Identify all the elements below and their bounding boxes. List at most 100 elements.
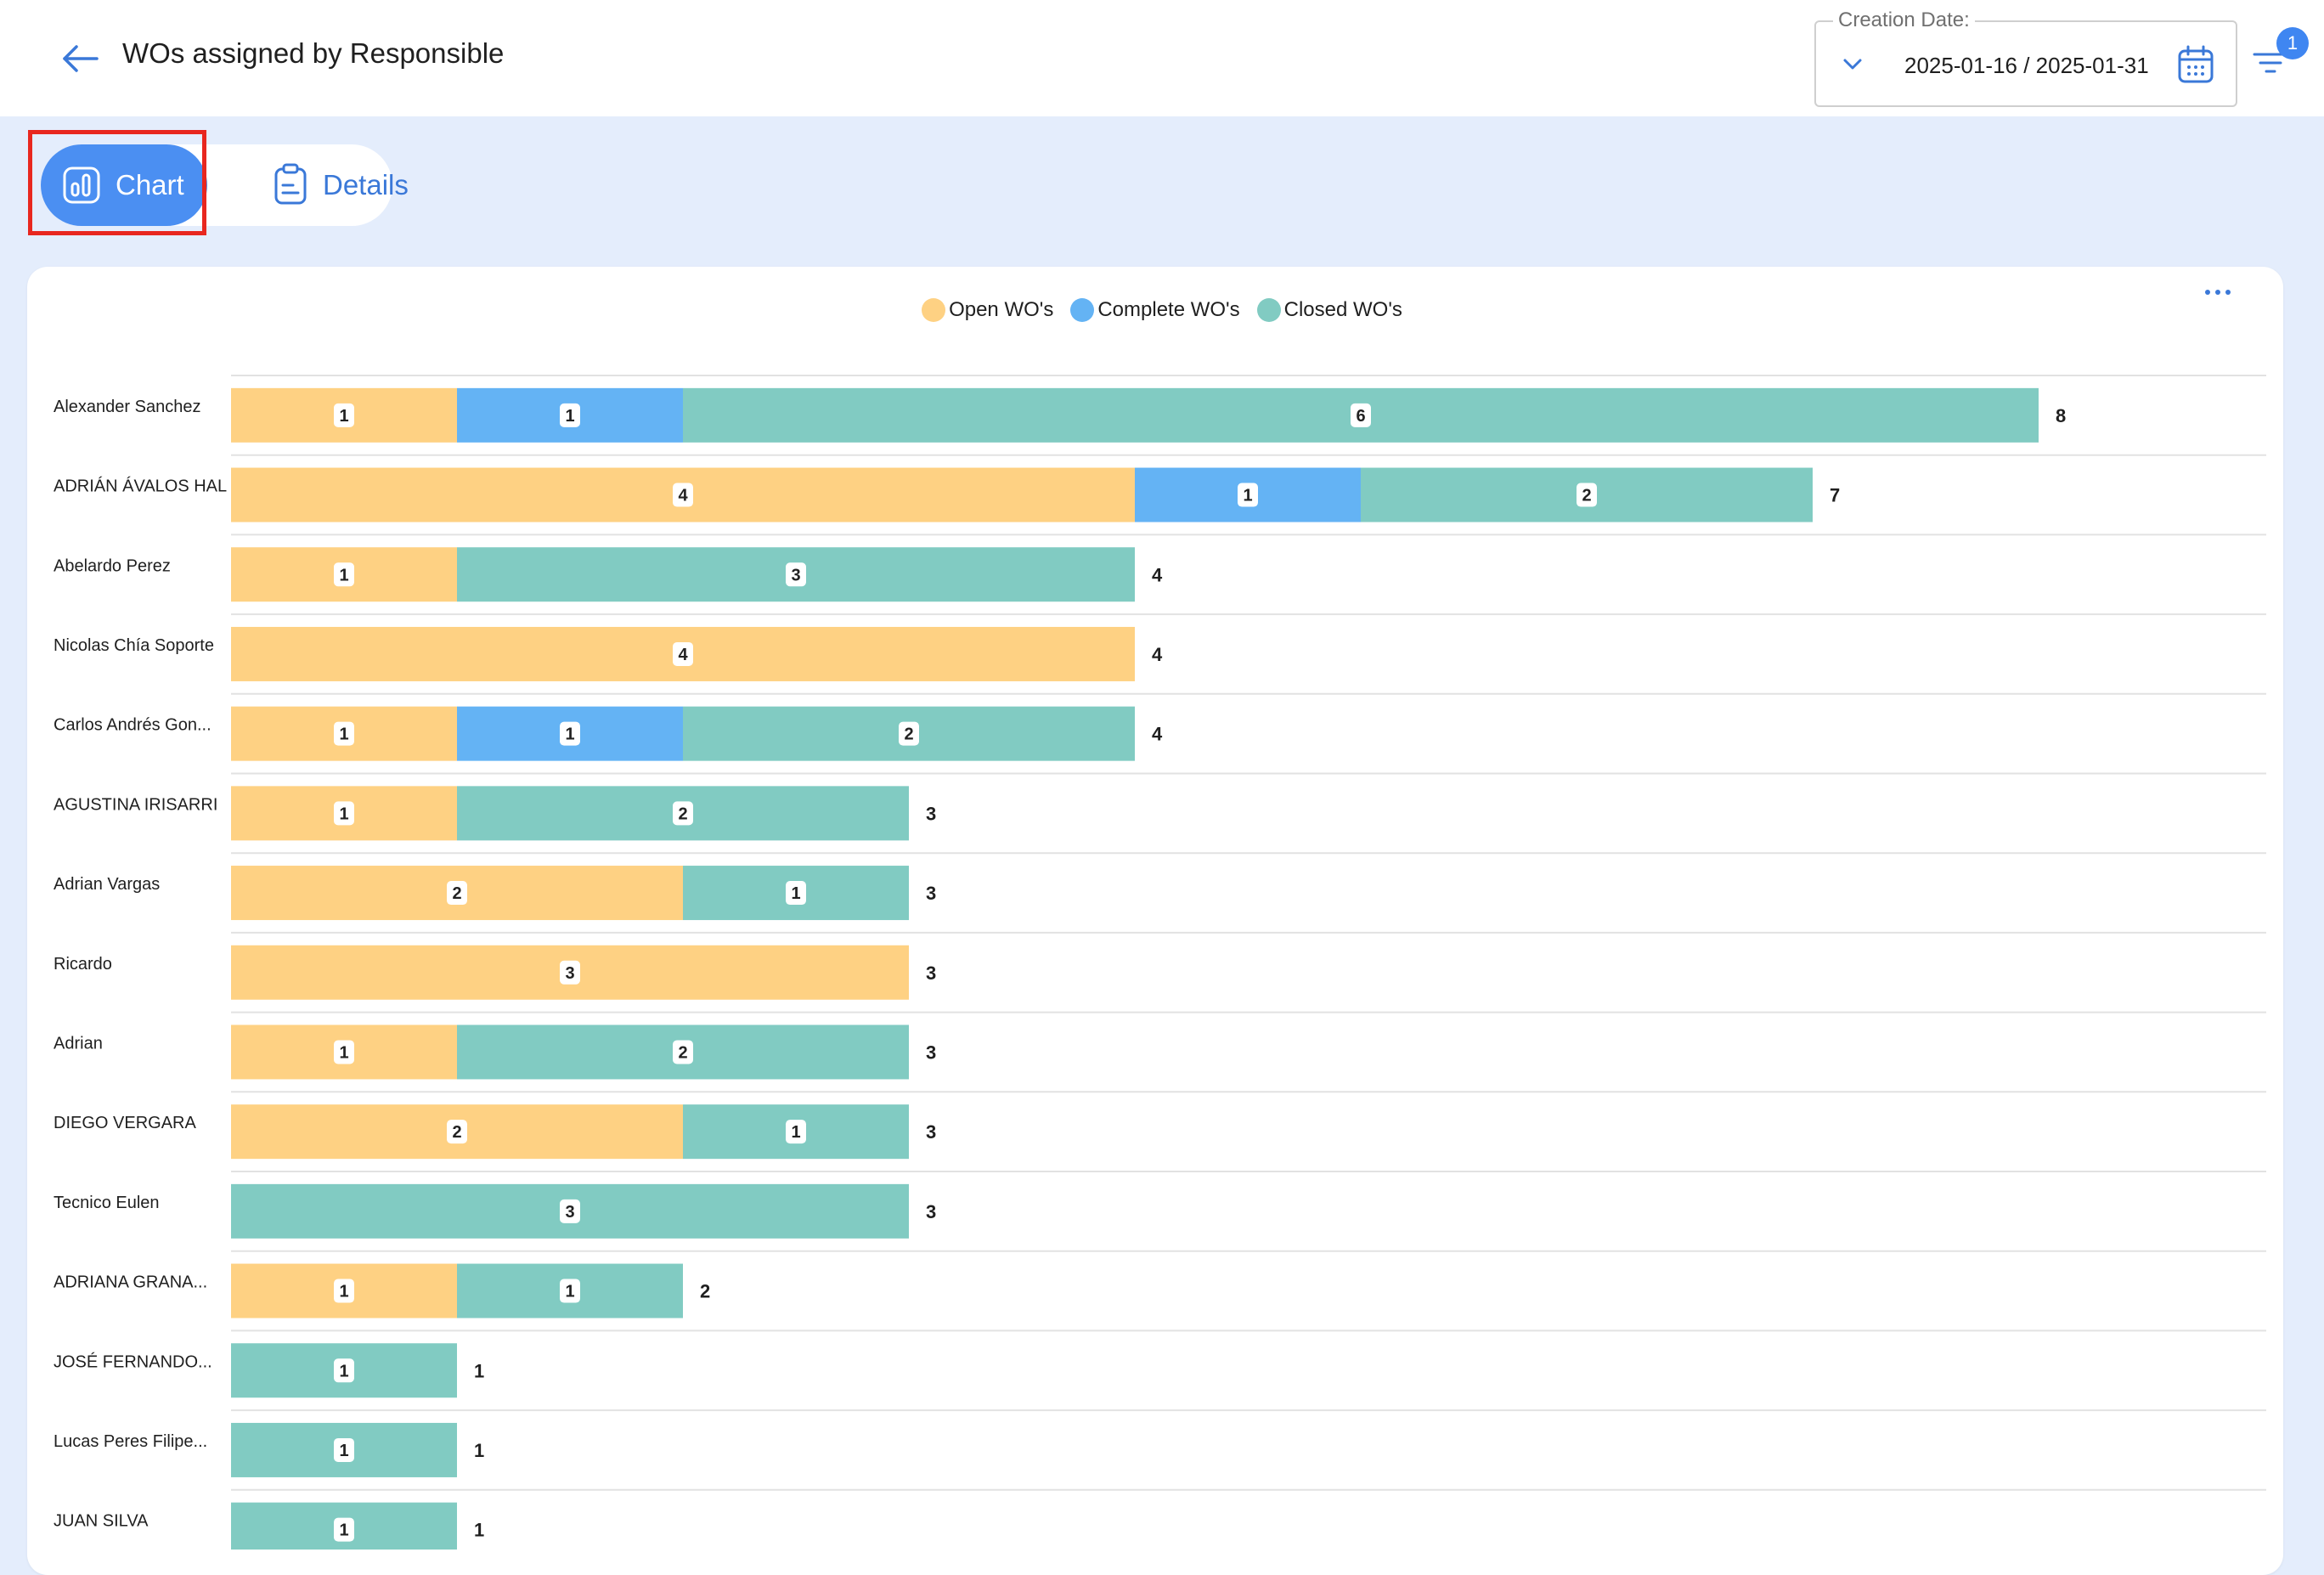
total-label: 1: [474, 1360, 484, 1381]
data-label-box: [334, 562, 354, 587]
data-label: 2: [904, 725, 913, 744]
legend-closed-label: Closed WO's: [1283, 298, 1402, 321]
data-label-box: [334, 403, 354, 427]
data-label-box: [786, 881, 806, 906]
category-label: Abelardo Perez: [54, 556, 171, 575]
data-label-box: [673, 1040, 693, 1064]
legend-closed[interactable]: Closed WO's: [1256, 296, 1402, 325]
data-label: 2: [452, 1123, 461, 1142]
category-label: JOSÉ FERNANDO...: [54, 1352, 212, 1371]
category-label: Adrian: [54, 1034, 103, 1053]
data-label-box: [673, 641, 693, 666]
data-label: 1: [339, 1362, 348, 1380]
legend-open-dot: [922, 298, 946, 322]
data-label-box: [673, 483, 693, 507]
data-label-box: [334, 801, 354, 826]
data-label: 1: [339, 1442, 348, 1460]
data-label-box: [334, 1040, 354, 1064]
category-label: DIEGO VERGARA: [54, 1114, 196, 1132]
legend-complete-dot: [1070, 298, 1095, 322]
tab-details-label: Details: [323, 169, 409, 200]
data-label-box: [560, 960, 580, 985]
creation-date-label: Creation Date:: [1833, 8, 1975, 32]
data-label: 3: [791, 566, 800, 584]
data-label-box: [673, 801, 693, 826]
page-title: WOs assigned by Responsible: [122, 37, 505, 69]
total-label: 3: [926, 962, 936, 984]
data-label: 1: [339, 804, 348, 823]
data-label-box: [786, 1120, 806, 1144]
data-label: 1: [339, 1521, 348, 1540]
creation-date-field[interactable]: Creation Date: 2025-01-16 / 2025-01-31: [1814, 8, 2237, 107]
data-label: 4: [678, 646, 688, 664]
data-label: 2: [678, 1043, 687, 1062]
header-bar: WOs assigned by Responsible Creation Dat…: [0, 0, 2324, 116]
data-label: 1: [565, 1283, 574, 1301]
data-label: 4: [678, 487, 688, 505]
legend-complete[interactable]: Complete WO's: [1070, 296, 1240, 325]
tab-chart[interactable]: Chart: [41, 144, 207, 226]
data-label-box: [560, 403, 580, 427]
category-label: Lucas Peres Filipe...: [54, 1432, 207, 1451]
total-label: 3: [926, 883, 936, 904]
data-label: 3: [565, 1203, 574, 1222]
data-label: 1: [791, 884, 800, 903]
data-label-box: [334, 1437, 354, 1462]
legend-closed-dot: [1256, 298, 1281, 322]
category-label: Tecnico Eulen: [54, 1194, 160, 1212]
total-label: 3: [926, 1042, 936, 1063]
data-label: 1: [791, 1123, 800, 1142]
calendar-icon[interactable]: [2176, 44, 2215, 85]
data-label-box: [334, 1517, 354, 1542]
legend-complete-label: Complete WO's: [1097, 298, 1240, 321]
category-label: Alexander Sanchez: [54, 398, 200, 416]
legend-open[interactable]: Open WO's: [922, 296, 1053, 325]
data-label-box: [560, 721, 580, 746]
data-label-box: [786, 562, 806, 587]
category-label: JUAN SILVA: [54, 1512, 149, 1531]
data-label: 6: [1356, 407, 1365, 426]
data-label: 1: [1243, 487, 1252, 505]
data-label: 1: [339, 725, 348, 744]
clipboard-icon: [274, 163, 307, 205]
tab-details[interactable]: Details: [223, 144, 409, 226]
data-label: 2: [1582, 487, 1591, 505]
data-label-box: [447, 881, 467, 906]
total-label: 4: [1152, 644, 1163, 665]
total-label: 2: [700, 1281, 710, 1302]
total-label: 8: [2056, 405, 2066, 426]
category-label: Carlos Andrés Gon...: [54, 716, 212, 735]
bar-chart-icon: [63, 167, 100, 204]
data-label-box: [334, 1358, 354, 1383]
data-label-box: [1238, 483, 1258, 507]
data-label-box: [447, 1120, 467, 1144]
category-label: Nicolas Chía Soporte: [54, 636, 214, 655]
data-label-box: [899, 721, 919, 746]
data-label-box: [560, 1199, 580, 1223]
data-label: 1: [565, 407, 574, 426]
chart-legend: Open WO's Complete WO's Closed WO's: [0, 296, 2324, 325]
data-label-box: [1577, 483, 1597, 507]
data-label-box: [560, 1279, 580, 1303]
total-label: 1: [474, 1520, 484, 1541]
category-label: ADRIÁN ÁVALOS HAL: [54, 477, 227, 496]
filter-count-badge: 1: [2276, 27, 2309, 59]
total-label: 4: [1152, 724, 1163, 745]
data-label: 1: [339, 1283, 348, 1301]
back-arrow-icon[interactable]: [56, 34, 105, 83]
category-label: Ricardo: [54, 955, 112, 974]
data-label: 1: [339, 566, 348, 584]
more-options-icon[interactable]: [2198, 282, 2237, 302]
data-label-box: [334, 1279, 354, 1303]
data-label: 1: [339, 1043, 348, 1062]
legend-open-label: Open WO's: [949, 298, 1054, 321]
chevron-down-icon[interactable]: [1842, 56, 1864, 73]
tab-chart-label: Chart: [116, 169, 184, 200]
category-label: ADRIANA GRANA...: [54, 1273, 207, 1292]
total-label: 3: [926, 1121, 936, 1143]
category-label: Adrian Vargas: [54, 875, 160, 894]
view-toggle: Chart Details: [41, 144, 409, 226]
creation-date-value[interactable]: 2025-01-16 / 2025-01-31: [1904, 53, 2149, 78]
data-label: 3: [565, 964, 574, 983]
